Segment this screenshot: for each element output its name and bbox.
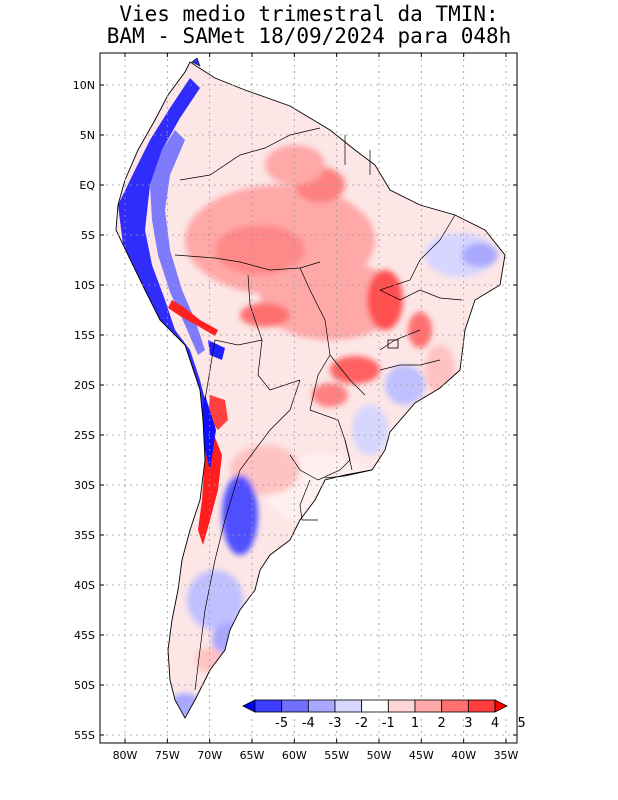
- lon-tick-label: 70W: [197, 749, 222, 762]
- map-title-line-1: Vies medio trimestral da TMIN:: [119, 2, 499, 26]
- lat-tick-label: 35S: [74, 529, 95, 542]
- map-grid: [100, 53, 517, 743]
- colorbar-swatch: [441, 699, 469, 713]
- colorbar-swatch: [307, 699, 336, 713]
- colorbar-swatch: [414, 699, 443, 713]
- lon-tick-label: 55W: [324, 749, 349, 762]
- lat-tick-label: 30S: [74, 479, 95, 492]
- lon-tick-label: 75W: [155, 749, 180, 762]
- colorbar-label: 1: [411, 716, 419, 731]
- colorbar-swatch: [281, 699, 309, 713]
- colorbar-label: -3: [329, 716, 342, 731]
- lat-tick-label: 5N: [80, 129, 95, 142]
- lat-tick-label: 5S: [81, 229, 95, 242]
- colorbar-label: -2: [355, 716, 368, 731]
- colorbar-label: 2: [438, 716, 446, 731]
- lat-tick-label: 40S: [74, 579, 95, 592]
- lon-tick-label: 40W: [451, 749, 476, 762]
- colorbar-label: 5: [518, 716, 526, 731]
- lat-tick-label: 10N: [73, 79, 95, 92]
- lon-tick-label: 35W: [494, 749, 519, 762]
- colorbar-swatch: [334, 699, 363, 713]
- lat-tick-label: 10S: [74, 279, 95, 292]
- colorbar-swatch: [467, 699, 496, 713]
- colorbar-swatch: [387, 699, 416, 713]
- lat-tick-label: 15S: [74, 329, 95, 342]
- colorbar: -5 -4 -3 -2 -1 1 2 3 4 5: [242, 697, 526, 731]
- colorbar-label: 3: [464, 716, 472, 731]
- lat-tick-label: 20S: [74, 379, 95, 392]
- colorbar-label: -4: [302, 716, 315, 731]
- lat-tick-label: 50S: [74, 679, 95, 692]
- colorbar-swatch: [361, 699, 389, 713]
- lon-tick-label: 65W: [240, 749, 265, 762]
- lat-tick-label: 55S: [74, 729, 95, 742]
- lon-tick-label: 45W: [409, 749, 434, 762]
- colorbar-label: 4: [491, 716, 499, 731]
- lon-tick-label: 50W: [367, 749, 392, 762]
- axis-ticks: 10N 5N EQ 5S 10S 15S 20S 25S 30S 35S 40S 45S 50S 55S 8…: [73, 53, 519, 762]
- lat-tick-label: 25S: [74, 429, 95, 442]
- lat-tick-label: 45S: [74, 629, 95, 642]
- country-borders: [174, 127, 463, 691]
- lat-tick-label: EQ: [79, 179, 95, 192]
- lon-tick-label: 80W: [113, 749, 138, 762]
- colorbar-swatch: [254, 699, 283, 713]
- colorbar-label: -5: [275, 716, 288, 731]
- map-frame: [99, 52, 518, 744]
- colorbar-arrow-high: [494, 699, 508, 713]
- lon-tick-label: 60W: [282, 749, 307, 762]
- map-title-line-2: BAM - SAMet 18/09/2024 para 048h: [106, 24, 512, 48]
- colorbar-label: -1: [382, 716, 395, 731]
